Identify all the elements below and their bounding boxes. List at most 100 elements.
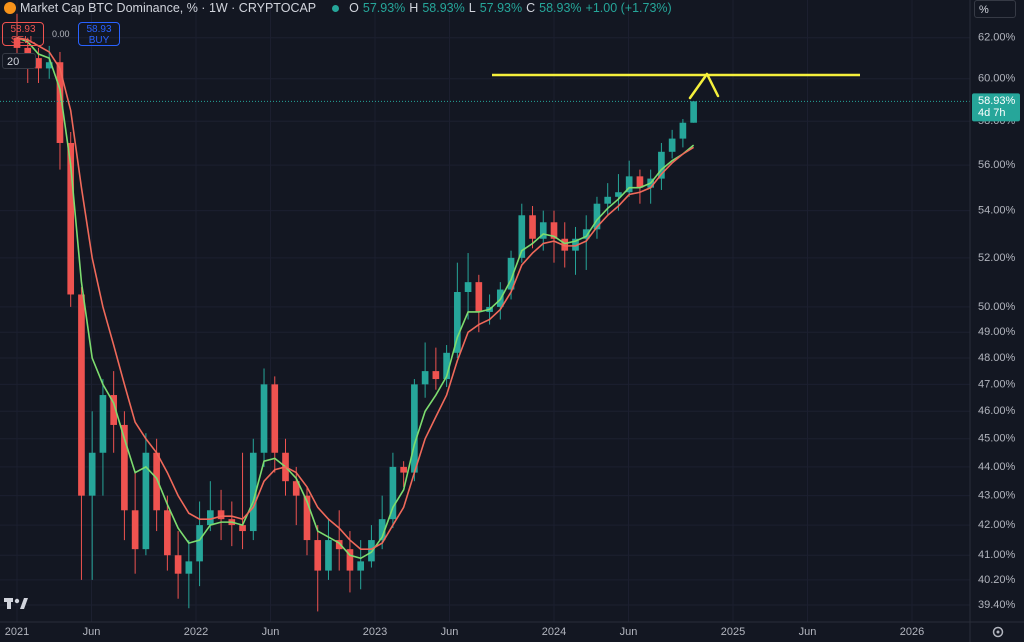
- x-tick-label: 2024: [542, 626, 566, 638]
- moving-average: [16, 36, 695, 550]
- x-tick-label: 2023: [363, 626, 387, 638]
- y-tick-label: 44.00%: [978, 461, 1016, 473]
- indicator-count: 20: [7, 56, 20, 68]
- x-tick-label: Jun: [441, 626, 459, 638]
- candle-body: [121, 424, 128, 511]
- candle-body: [142, 452, 150, 550]
- y-tick-label: 43.00%: [978, 490, 1016, 502]
- change: +1.00 (+1.73%): [585, 1, 672, 15]
- candle-body: [67, 142, 75, 295]
- candle-body: [185, 561, 193, 574]
- moving-average: [16, 37, 695, 560]
- candle-body: [529, 215, 536, 239]
- candle-body: [378, 519, 386, 541]
- ohlc-value: 57.93%: [362, 1, 406, 15]
- candle-body: [45, 62, 53, 69]
- currency: %: [979, 4, 989, 16]
- sell-price: 58.93: [10, 24, 36, 35]
- y-tick-label: 60.00%: [978, 73, 1016, 85]
- candle-body: [325, 540, 332, 571]
- candle-body: [314, 540, 322, 571]
- candle-body: [475, 282, 483, 312]
- ohlc-label: C: [526, 1, 536, 15]
- candle-body: [346, 549, 354, 571]
- candle-body: [582, 229, 590, 239]
- y-tick-label: 50.00%: [978, 301, 1016, 313]
- sell-button[interactable]: 58.93 SELL: [2, 22, 44, 46]
- candle-body: [174, 555, 182, 574]
- y-tick-label: 54.00%: [978, 205, 1016, 217]
- candle-body: [217, 510, 225, 520]
- indicator-toggle[interactable]: 20: [2, 53, 36, 69]
- ohlc-value: 58.93%: [539, 1, 582, 15]
- candle-body: [507, 257, 515, 290]
- candle-body: [615, 192, 622, 197]
- candle-body: [593, 203, 601, 230]
- x-tick-label: 2021: [5, 626, 29, 638]
- x-tick-label: 2025: [721, 626, 745, 638]
- ohlc-label: O: [349, 1, 359, 15]
- candle-body: [400, 466, 407, 473]
- candle-body: [368, 540, 375, 562]
- candle-body: [260, 384, 268, 453]
- y-tick-label: 52.00%: [978, 252, 1016, 264]
- candle-body: [464, 282, 472, 293]
- candle-body: [625, 176, 633, 193]
- ohlc-label: L: [468, 1, 476, 15]
- candle-body: [539, 222, 547, 239]
- candle-body: [443, 352, 450, 380]
- candle-body: [604, 196, 612, 204]
- candle-body: [636, 176, 644, 188]
- candle-body: [421, 371, 429, 385]
- symbol[interactable]: Market Cap BTC Dominance, % · 1W · CRYPT…: [20, 1, 317, 15]
- status-dot: [332, 4, 340, 12]
- candle-body: [249, 452, 257, 532]
- ohlc-label: H: [409, 1, 419, 15]
- y-tick-label: 62.00%: [978, 32, 1016, 44]
- candle-body: [357, 561, 365, 571]
- currency-button[interactable]: %: [974, 0, 1016, 18]
- candle-body: [56, 62, 64, 143]
- y-tick-label: 49.00%: [978, 326, 1016, 338]
- candle-body: [411, 384, 418, 473]
- countdown: 4d 7h: [978, 107, 1006, 119]
- candle-body: [206, 510, 214, 526]
- x-tick-label: Jun: [83, 626, 101, 638]
- settings-icon[interactable]: [992, 626, 1004, 638]
- candle-body: [99, 395, 107, 453]
- sell-label: SELL: [10, 35, 36, 46]
- annotation-arrow: [688, 72, 720, 100]
- y-tick-label: 41.00%: [978, 549, 1016, 561]
- candle-body: [35, 58, 42, 69]
- candle-body: [679, 122, 687, 139]
- x-tick-label: 2022: [184, 626, 208, 638]
- x-tick-label: Jun: [620, 626, 638, 638]
- candle-body: [164, 510, 171, 556]
- y-tick-label: 46.00%: [978, 405, 1016, 417]
- y-tick-label: 40.20%: [978, 574, 1016, 586]
- candle-body: [518, 215, 526, 258]
- price-label-box: [972, 93, 1020, 122]
- candle-body: [78, 294, 85, 496]
- candle-body: [153, 452, 160, 511]
- x-tick-label: Jun: [799, 626, 817, 638]
- buy-label: BUY: [88, 35, 110, 46]
- candle-body: [572, 238, 579, 251]
- y-tick-label: 42.00%: [978, 519, 1016, 531]
- x-tick-label: Jun: [262, 626, 280, 638]
- candle-body: [292, 481, 300, 496]
- buy-button[interactable]: 58.93 BUY: [78, 22, 120, 46]
- logo: [4, 598, 28, 609]
- ohlc-value: 58.93%: [422, 1, 465, 15]
- candle-body: [271, 384, 279, 453]
- candle-body: [88, 452, 96, 496]
- y-tick-label: 45.00%: [978, 433, 1016, 445]
- candle-body: [432, 371, 440, 380]
- y-tick-label: 48.00%: [978, 352, 1016, 364]
- candle-body: [13, 37, 21, 48]
- y-tick-label: 39.40%: [978, 599, 1016, 611]
- price-label: 58.93%: [978, 95, 1016, 107]
